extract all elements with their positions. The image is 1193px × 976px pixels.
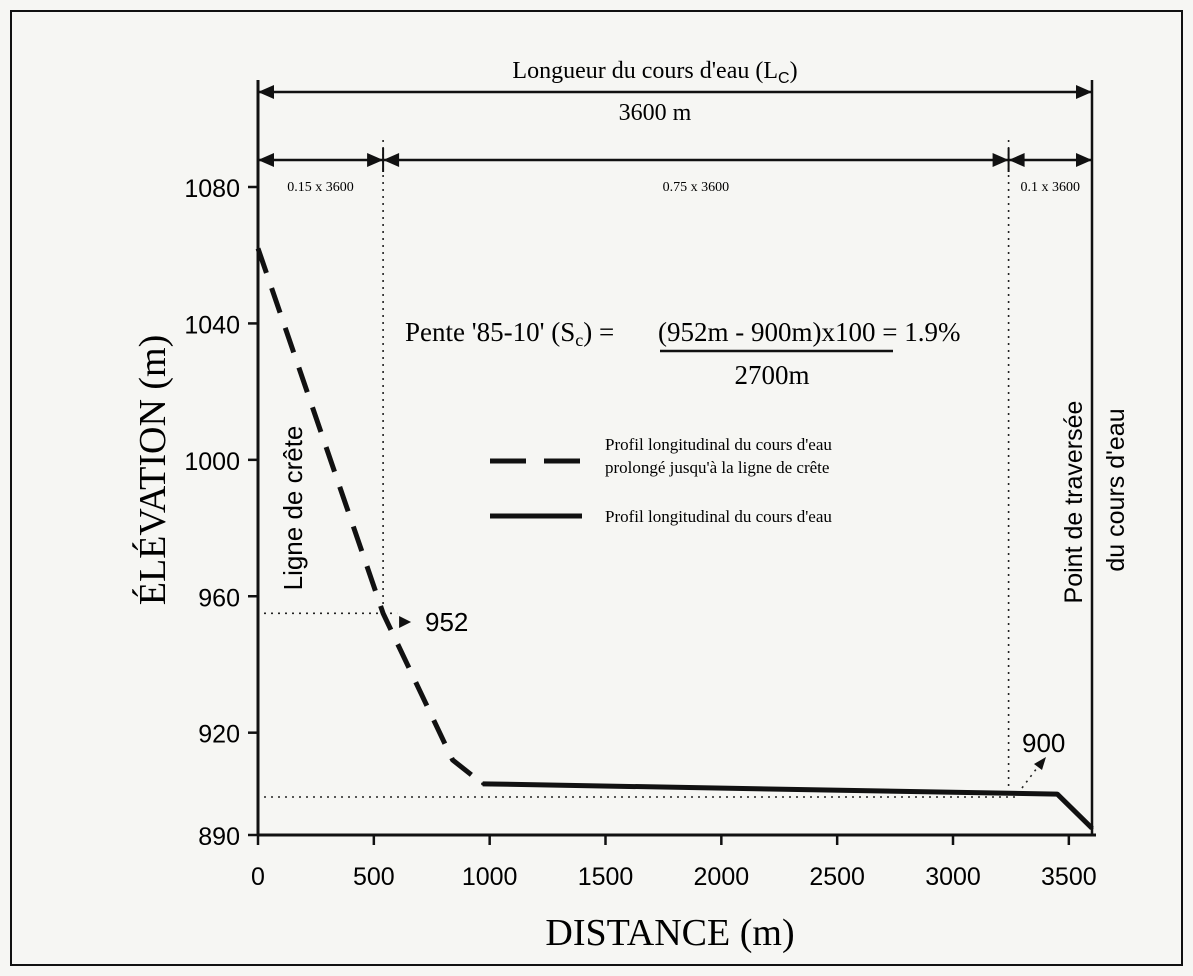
annotation-900: 900 (1022, 728, 1065, 758)
arrowhead (383, 153, 400, 167)
arrowhead (1076, 85, 1092, 99)
annotation-952: 952 (425, 607, 468, 637)
series-line (255, 247, 485, 786)
y-axis-label: ÉLÉVATION (m) (132, 335, 174, 606)
annotation-900-leader (1021, 763, 1041, 789)
figure-border (10, 10, 1183, 966)
dimension-segment-label: 0.15 x 3600 (287, 180, 354, 195)
series-point (381, 611, 385, 615)
formula-denominator: 2700m (734, 360, 809, 390)
arrowhead (992, 153, 1009, 167)
series-point (256, 246, 260, 250)
x-tick-label: 2000 (694, 863, 750, 891)
y-tick-label: 1080 (184, 175, 240, 203)
dimension-segment-label: 0.1 x 3600 (1021, 180, 1081, 195)
legend-label: Profil longitudinal du cours d'eau (605, 507, 832, 526)
series-point (1055, 792, 1059, 796)
y-tick-label: 890 (198, 823, 240, 851)
x-tick-label: 1000 (462, 863, 518, 891)
dimension-total-length: 3600 m (619, 100, 692, 126)
dimension-total-label: Longueur du cours d'eau (LC) (512, 58, 797, 87)
arrowhead (258, 153, 274, 167)
arrowhead (1076, 153, 1092, 167)
series-line (482, 781, 1094, 830)
formula-text: Pente '85-10' (Sc) = (405, 317, 614, 350)
formula-numerator: (952m - 900m)x100 = 1.9% (658, 317, 960, 347)
x-tick-label: 1500 (578, 863, 634, 891)
series-point (481, 782, 485, 786)
x-tick-label: 0 (251, 863, 265, 891)
legend-label: prolongé jusqu'à la ligne de crête (605, 458, 829, 477)
y-tick-label: 1000 (184, 448, 240, 476)
series-point (1090, 826, 1094, 830)
arrowhead (1008, 153, 1025, 167)
annotation-point-traversee: Point de traversée (1060, 401, 1088, 604)
y-tick-label: 1040 (184, 311, 240, 339)
x-axis-label: DISTANCE (m) (545, 912, 794, 954)
arrowhead (367, 153, 384, 167)
arrowhead (399, 616, 412, 628)
annotation-point-traversee: du cours d'eau (1102, 408, 1130, 571)
annotation-ligne-de-crete: Ligne de crête (278, 426, 308, 591)
x-tick-label: 2500 (809, 863, 865, 891)
dimension-segment-label: 0.75 x 3600 (663, 180, 730, 195)
y-tick-label: 960 (198, 584, 240, 612)
legend-label: Profil longitudinal du cours d'eau (605, 435, 832, 454)
arrowhead (1034, 757, 1046, 770)
series-point (451, 758, 455, 762)
arrowhead (258, 85, 274, 99)
x-tick-label: 3000 (925, 863, 981, 891)
x-tick-label: 500 (353, 863, 395, 891)
y-tick-label: 920 (198, 721, 240, 749)
x-tick-label: 3500 (1041, 863, 1097, 891)
